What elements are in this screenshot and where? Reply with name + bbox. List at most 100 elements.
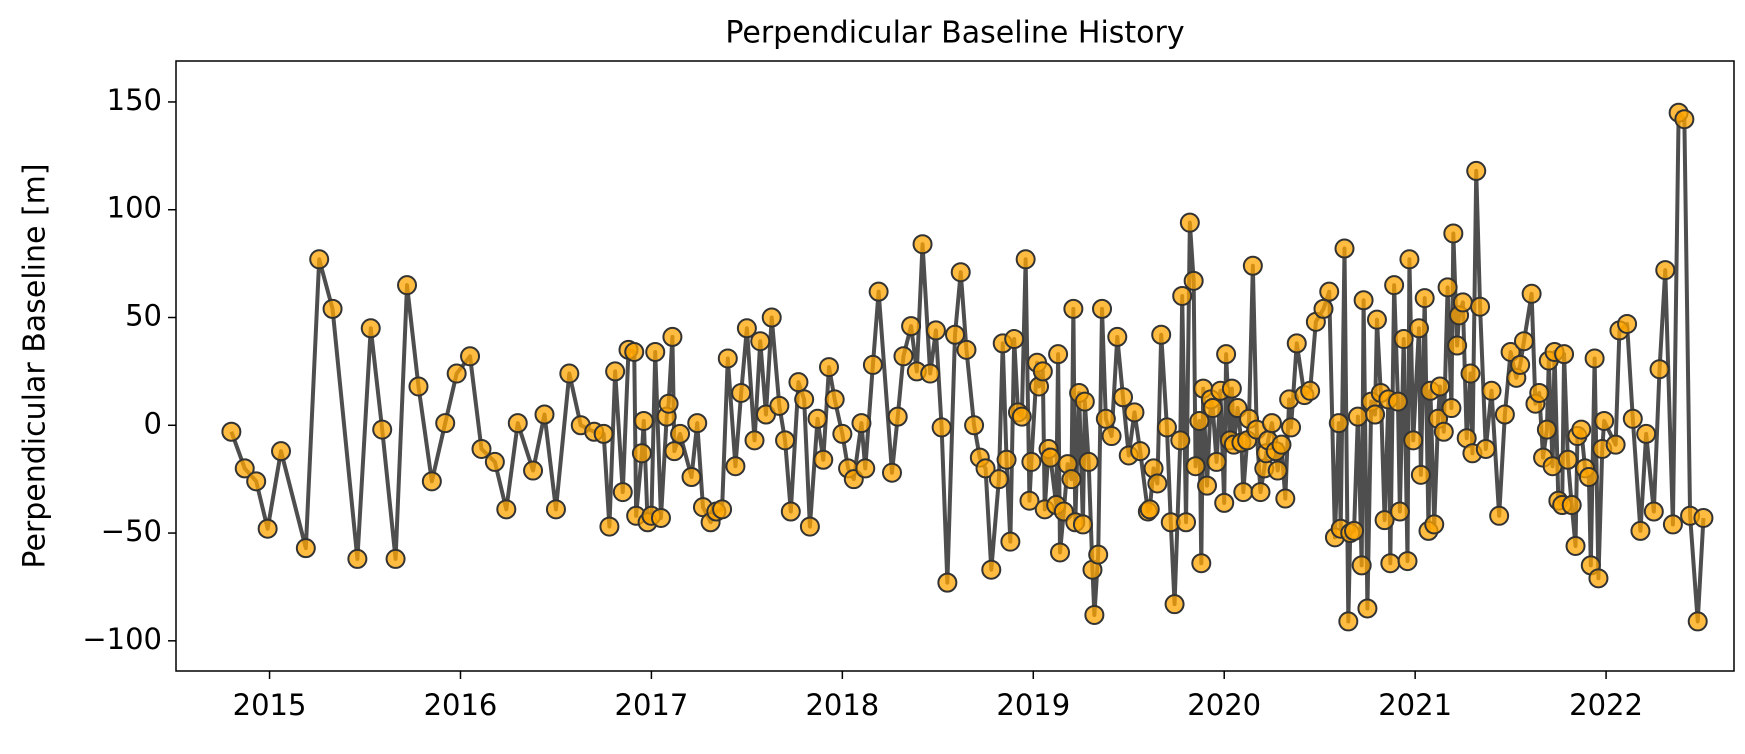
data-point xyxy=(1536,419,1557,440)
data-point xyxy=(1380,553,1401,574)
data-point xyxy=(1334,238,1355,259)
data-point xyxy=(1202,398,1223,419)
data-point xyxy=(1281,417,1302,438)
data-point xyxy=(507,413,528,434)
data-point xyxy=(246,471,267,492)
data-point xyxy=(1578,467,1599,488)
x-tick-label: 2016 xyxy=(424,688,498,722)
data-point xyxy=(1374,510,1395,531)
data-point xyxy=(1170,430,1191,451)
data-point xyxy=(981,559,1002,580)
data-point xyxy=(1649,359,1670,380)
data-point xyxy=(769,395,790,416)
data-point xyxy=(1004,329,1025,350)
data-point xyxy=(1424,514,1445,535)
data-point xyxy=(824,389,845,410)
data-point xyxy=(717,348,738,369)
data-point xyxy=(471,438,492,459)
data-point xyxy=(1267,460,1288,481)
data-point xyxy=(1214,492,1235,513)
data-point xyxy=(1338,611,1359,632)
data-point xyxy=(1242,255,1263,276)
data-point xyxy=(1662,514,1683,535)
data-point xyxy=(1643,501,1664,522)
data-point xyxy=(887,406,908,427)
data-point xyxy=(271,441,292,462)
data-point xyxy=(1605,434,1626,455)
data-point xyxy=(347,548,368,569)
data-point xyxy=(1019,490,1040,511)
data-point xyxy=(1387,391,1408,412)
data-point xyxy=(397,275,418,296)
data-point xyxy=(1414,288,1435,309)
data-point xyxy=(1015,249,1036,270)
data-point xyxy=(1048,344,1069,365)
data-point xyxy=(1328,413,1349,434)
data-point xyxy=(818,357,839,378)
data-point xyxy=(1197,475,1218,496)
data-point xyxy=(1221,378,1242,399)
data-point xyxy=(1347,406,1368,427)
data-point xyxy=(1286,333,1307,354)
data-point xyxy=(1594,410,1615,431)
data-point xyxy=(664,441,685,462)
data-point xyxy=(1050,542,1071,563)
data-point xyxy=(681,467,702,488)
data-point xyxy=(670,423,691,444)
data-point xyxy=(750,331,771,352)
data-point xyxy=(813,449,834,470)
data-point xyxy=(736,318,757,339)
data-point xyxy=(360,318,381,339)
data-point xyxy=(1040,447,1061,468)
chart-title: Perpendicular Baseline History xyxy=(725,16,1184,51)
data-point xyxy=(612,482,633,503)
data-point xyxy=(862,354,883,375)
data-point xyxy=(484,451,505,472)
data-point xyxy=(1393,329,1414,350)
data-point xyxy=(1521,283,1542,304)
data-point xyxy=(687,413,708,434)
data-point xyxy=(1622,408,1643,429)
data-point xyxy=(1092,298,1113,319)
data-point xyxy=(624,341,645,362)
data-point xyxy=(645,341,666,362)
data-point xyxy=(901,316,922,337)
data-point xyxy=(421,471,442,492)
data-point xyxy=(988,469,1009,490)
data-point xyxy=(725,456,746,477)
data-point xyxy=(1250,482,1271,503)
data-point xyxy=(1164,594,1185,615)
y-tick-label: −100 xyxy=(82,622,162,656)
data-point xyxy=(295,538,316,559)
data-point xyxy=(1481,380,1502,401)
data-point xyxy=(1655,260,1676,281)
data-point xyxy=(761,307,782,328)
data-point xyxy=(1460,363,1481,384)
data-point xyxy=(1408,318,1429,339)
data-point xyxy=(775,430,796,451)
data-point xyxy=(931,417,952,438)
data-point xyxy=(1588,568,1609,589)
data-point xyxy=(1275,488,1296,509)
data-point xyxy=(945,324,965,345)
data-point xyxy=(1466,160,1487,181)
data-point xyxy=(1554,344,1575,365)
data-point xyxy=(1674,109,1695,130)
data-point xyxy=(1313,298,1334,319)
data-point xyxy=(1261,413,1282,434)
data-point xyxy=(1151,324,1172,345)
data-point xyxy=(799,516,820,537)
data-point xyxy=(1139,499,1160,520)
data-point xyxy=(1510,354,1531,375)
data-point xyxy=(1189,410,1210,431)
data-point xyxy=(593,423,614,444)
data-point xyxy=(1011,406,1032,427)
data-point xyxy=(1529,382,1550,403)
data-point xyxy=(1179,212,1200,233)
data-point xyxy=(996,449,1017,470)
data-point xyxy=(1095,408,1116,429)
data-point xyxy=(1078,451,1099,472)
data-point xyxy=(1206,451,1227,472)
data-point xyxy=(633,410,654,431)
